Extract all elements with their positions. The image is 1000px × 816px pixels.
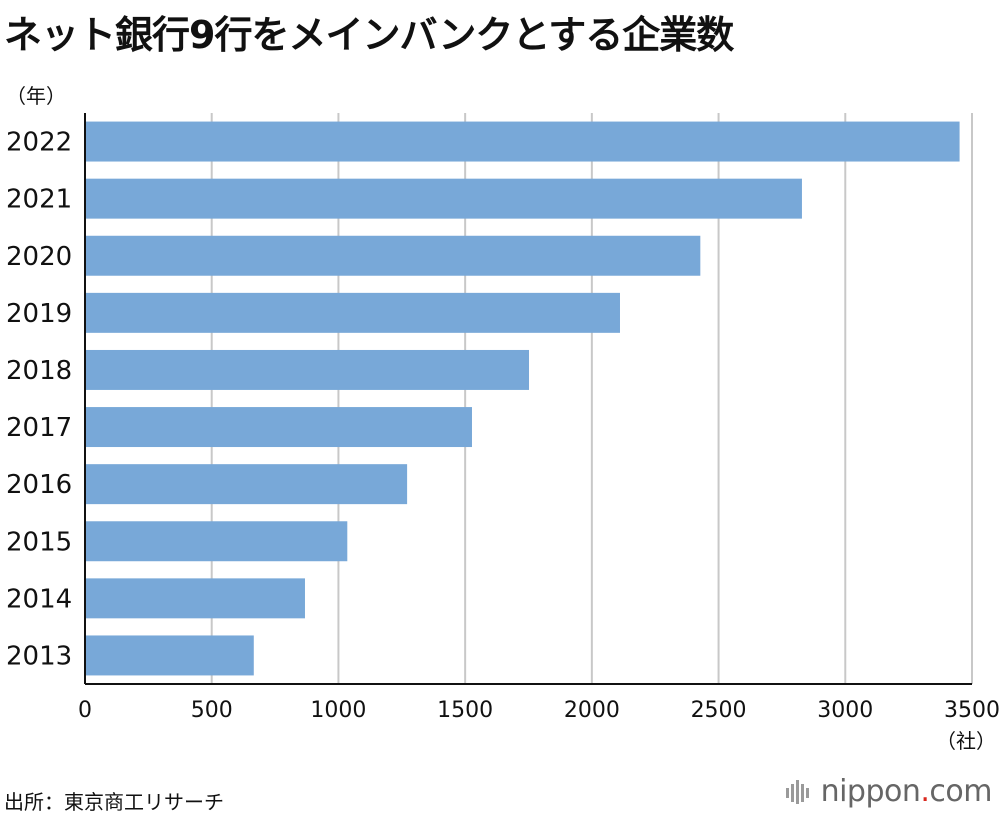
bar-2014	[85, 578, 305, 619]
x-tick-label-3000: 3000	[817, 698, 873, 723]
bar-chart: （年） （社） 0 500 1000 1500 2000 2500 3000 3500 2022…	[6, 84, 1000, 753]
bar-2017	[85, 407, 472, 448]
bar-2013	[85, 635, 254, 676]
brand-wordmark: nippon.com	[820, 774, 993, 809]
x-tick-label-500: 500	[191, 698, 233, 723]
brand-dot: .	[920, 774, 930, 809]
x-tick-label-1000: 1000	[310, 698, 366, 723]
bar-2018	[85, 349, 530, 390]
bar-2022	[85, 121, 960, 162]
y-tick-label-2014: 2014	[6, 584, 72, 614]
y-tick-label-2016: 2016	[6, 470, 72, 500]
y-tick-label-2020: 2020	[6, 242, 72, 272]
x-tick-label-2000: 2000	[564, 698, 620, 723]
x-tick-label-1500: 1500	[437, 698, 493, 723]
bar-2016	[85, 464, 408, 505]
y-tick-label-2018: 2018	[6, 356, 72, 386]
bar-2015	[85, 521, 348, 562]
x-tick-label-3500: 3500	[944, 698, 1000, 723]
y-tick-label-2017: 2017	[6, 413, 72, 443]
y-tick-label-2019: 2019	[6, 299, 72, 329]
x-axis-unit-label: （社）	[936, 729, 996, 753]
y-tick-label-2022: 2022	[6, 128, 72, 158]
y-tick-label-2015: 2015	[6, 527, 72, 557]
y-tick-label-2021: 2021	[6, 185, 72, 215]
y-tick-label-2013: 2013	[6, 641, 72, 671]
chart-title: ネット銀行9行をメインバンクとする企業数	[4, 13, 734, 57]
x-tick-label-2500: 2500	[691, 698, 747, 723]
nippon-logo-icon	[785, 779, 809, 804]
bar-2020	[85, 235, 701, 276]
source-note: 出所：東京商工リサーチ	[4, 790, 224, 814]
x-tick-label-0: 0	[78, 698, 92, 723]
brand-logo: nippon.com	[785, 774, 992, 809]
y-axis-unit-label: （年）	[6, 84, 66, 108]
bar-2021	[85, 178, 802, 219]
bar-2019	[85, 292, 620, 333]
brand-suffix: com	[929, 774, 992, 809]
brand-name: nippon	[820, 774, 921, 809]
